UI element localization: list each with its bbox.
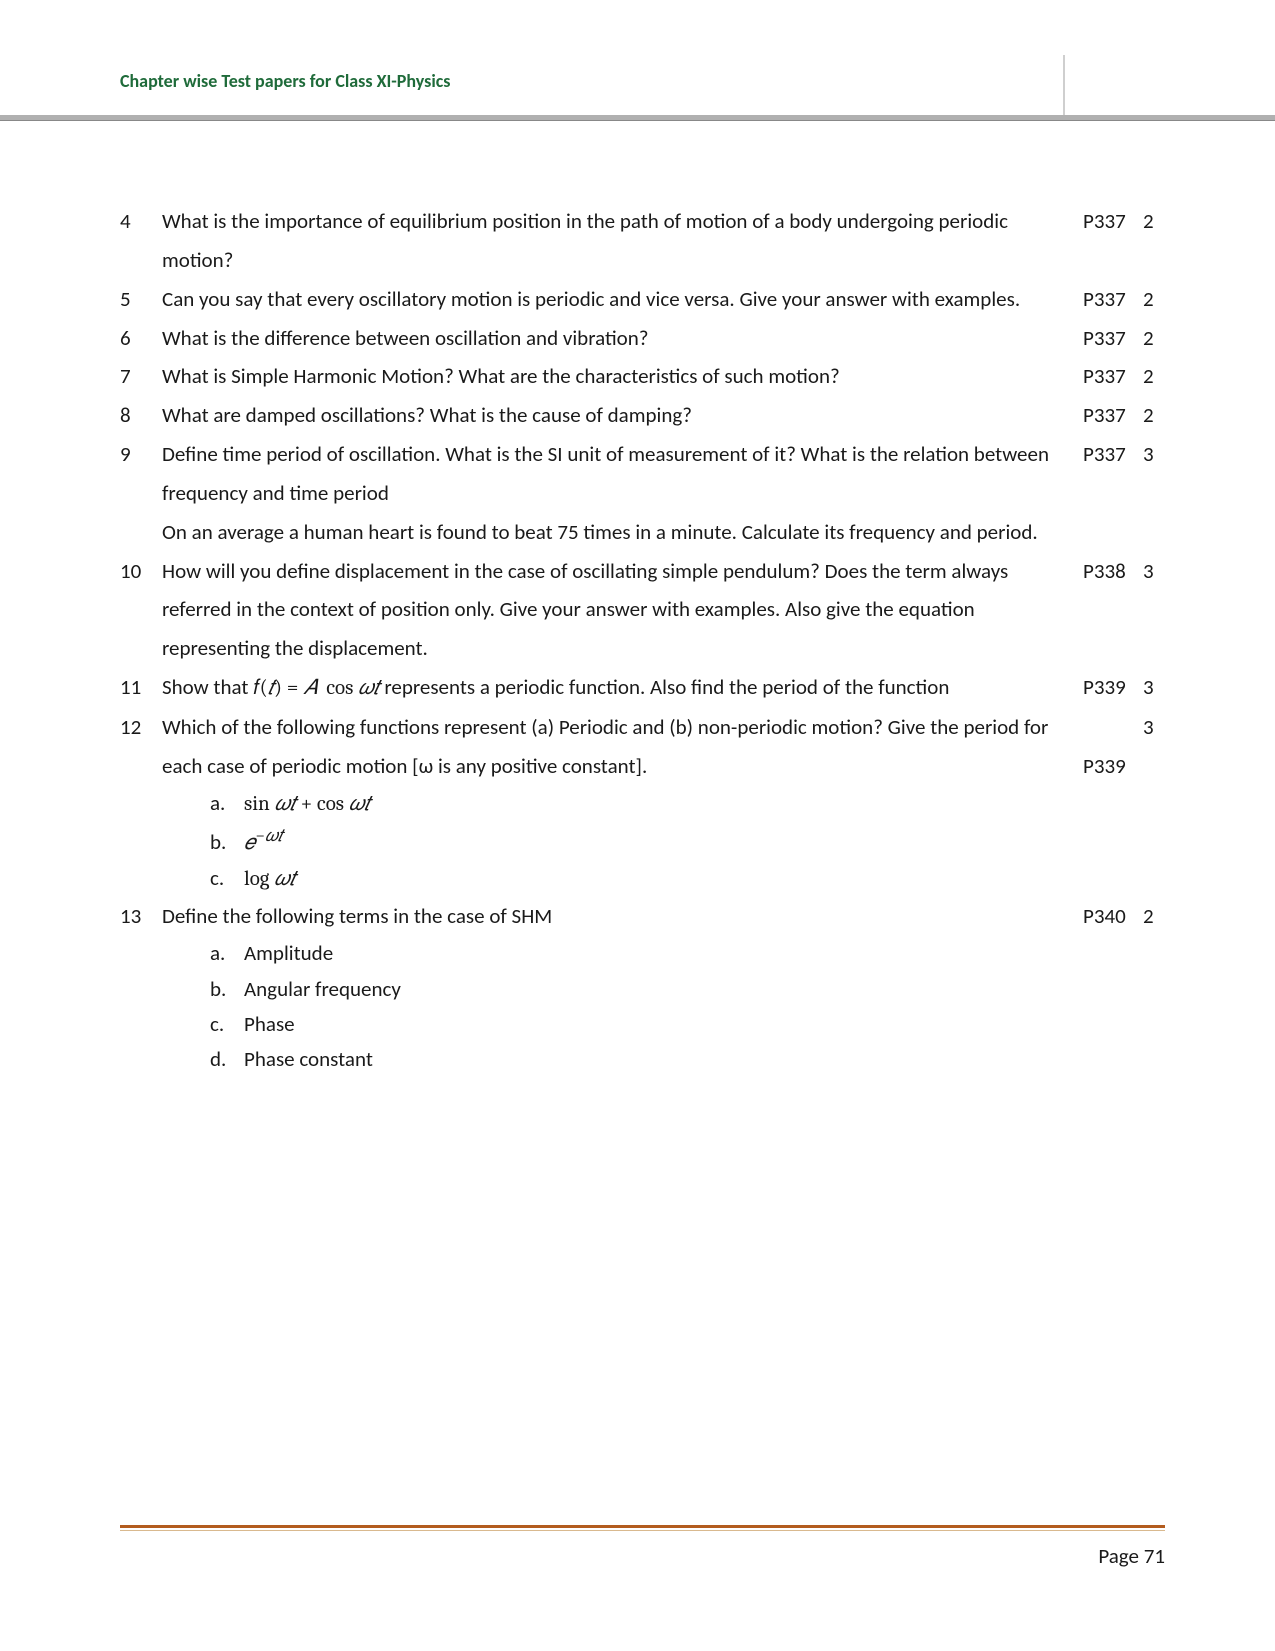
question-number: 5 — [120, 280, 162, 319]
question-page-ref: P337 — [1083, 202, 1143, 241]
question-text-main: Which of the following functions represe… — [162, 708, 1071, 786]
question-text: Can you say that every oscillatory motio… — [162, 280, 1083, 319]
question-page-ref: P337 — [1083, 435, 1143, 474]
question-marks: 3 — [1143, 668, 1165, 707]
question-number: 13 — [120, 897, 162, 936]
question-marks: 3 — [1143, 552, 1165, 591]
question-text: Show that 𝑓(𝑡) = 𝐴 cos 𝜔𝑡 represents a p… — [162, 668, 1083, 708]
question-text: How will you define displacement in the … — [162, 552, 1083, 669]
question-text-part: Define time period of oscillation. What … — [162, 435, 1071, 513]
footer-rule — [120, 1525, 1165, 1531]
question-marks: 2 — [1143, 202, 1165, 241]
subitem-letter: d. — [210, 1042, 244, 1077]
question-text-part: On an average a human heart is found to … — [162, 513, 1071, 552]
question-number: 4 — [120, 202, 162, 241]
question-page-ref: P339 — [1083, 708, 1143, 786]
question-row: 12 Which of the following functions repr… — [120, 708, 1165, 897]
subitem-letter: b. — [210, 972, 244, 1007]
question-row: 13 Define the following terms in the cas… — [120, 897, 1165, 1077]
question-list: 4 What is the importance of equilibrium … — [120, 202, 1165, 1077]
question-row: 10 How will you define displacement in t… — [120, 552, 1165, 669]
question-sublist: a. Amplitude b. Angular frequency c. Pha… — [162, 936, 1071, 1077]
math-expression: 𝑓(𝑡) = 𝐴 cos 𝜔𝑡 — [253, 676, 379, 700]
question-text: What is Simple Harmonic Motion? What are… — [162, 357, 1083, 396]
subitem-text: Amplitude — [244, 936, 333, 971]
question-marks: 2 — [1143, 897, 1165, 936]
footer-page-number: Page 71 — [1098, 1543, 1165, 1569]
question-row: 7 What is Simple Harmonic Motion? What a… — [120, 357, 1165, 396]
question-page-ref: P337 — [1083, 357, 1143, 396]
subitem-letter: a. — [210, 936, 244, 971]
subitem: a. Amplitude — [210, 936, 1071, 971]
question-page-ref: P338 — [1083, 552, 1143, 591]
question-text-main: Define the following terms in the case o… — [162, 897, 1071, 936]
question-text: What are damped oscillations? What is th… — [162, 396, 1083, 435]
subitem-letter: c. — [210, 1007, 244, 1042]
question-page-ref: P339 — [1083, 668, 1143, 707]
question-text: Define time period of oscillation. What … — [162, 435, 1083, 552]
subitem: c. log 𝜔𝑡 — [210, 861, 1071, 897]
question-text: Which of the following functions represe… — [162, 708, 1083, 897]
subitem-text: Phase — [244, 1007, 295, 1042]
question-number: 6 — [120, 319, 162, 358]
question-row: 8 What are damped oscillations? What is … — [120, 396, 1165, 435]
question-sublist: a. sin 𝜔𝑡 + cos 𝜔𝑡 b. 𝑒−𝜔𝑡 c. log 𝜔𝑡 — [162, 786, 1071, 898]
question-marks: 3 — [1143, 435, 1165, 474]
document-page: Chapter wise Test papers for Class XI-Ph… — [0, 0, 1275, 1651]
math-expression: log 𝜔𝑡 — [244, 862, 296, 897]
question-row: 11 Show that 𝑓(𝑡) = 𝐴 cos 𝜔𝑡 represents … — [120, 668, 1165, 708]
question-number: 7 — [120, 357, 162, 396]
question-text-before: Show that — [162, 674, 253, 700]
question-page-ref: P337 — [1083, 280, 1143, 319]
subitem: b. 𝑒−𝜔𝑡 — [210, 822, 1071, 861]
question-marks: 2 — [1143, 280, 1165, 319]
header-title: Chapter wise Test papers for Class XI-Ph… — [120, 70, 450, 92]
subitem: a. sin 𝜔𝑡 + cos 𝜔𝑡 — [210, 786, 1071, 822]
question-row: 9 Define time period of oscillation. Wha… — [120, 435, 1165, 552]
subitem-letter: c. — [210, 861, 244, 896]
header-divider — [0, 115, 1275, 121]
page-header: Chapter wise Test papers for Class XI-Ph… — [120, 70, 1165, 102]
header-right-separator — [1063, 55, 1065, 115]
question-marks: 2 — [1143, 319, 1165, 358]
question-marks: 3 — [1143, 708, 1165, 747]
question-page-ref: P337 — [1083, 319, 1143, 358]
page-ref-value: P339 — [1083, 747, 1143, 786]
math-expression: sin 𝜔𝑡 + cos 𝜔𝑡 — [244, 787, 370, 822]
question-row: 4 What is the importance of equilibrium … — [120, 202, 1165, 280]
question-number: 12 — [120, 708, 162, 747]
question-page-ref: P337 — [1083, 396, 1143, 435]
question-page-ref: P340 — [1083, 897, 1143, 936]
subitem-letter: b. — [210, 825, 244, 860]
subitem-letter: a. — [210, 786, 244, 821]
math-expression: 𝑒−𝜔𝑡 — [244, 822, 283, 861]
question-text-after: represents a periodic function. Also fin… — [380, 674, 950, 700]
subitem-text: Phase constant — [244, 1042, 373, 1077]
question-row: 5 Can you say that every oscillatory mot… — [120, 280, 1165, 319]
subitem-text: Angular frequency — [244, 972, 401, 1007]
question-number: 11 — [120, 668, 162, 707]
question-text: What is the importance of equilibrium po… — [162, 202, 1083, 280]
question-text: Define the following terms in the case o… — [162, 897, 1083, 1077]
subitem: c. Phase — [210, 1007, 1071, 1042]
question-number: 10 — [120, 552, 162, 591]
subitem: d. Phase constant — [210, 1042, 1071, 1077]
subitem: b. Angular frequency — [210, 972, 1071, 1007]
question-number: 9 — [120, 435, 162, 474]
question-text: What is the difference between oscillati… — [162, 319, 1083, 358]
question-marks: 2 — [1143, 396, 1165, 435]
question-number: 8 — [120, 396, 162, 435]
question-row: 6 What is the difference between oscilla… — [120, 319, 1165, 358]
question-marks: 2 — [1143, 357, 1165, 396]
